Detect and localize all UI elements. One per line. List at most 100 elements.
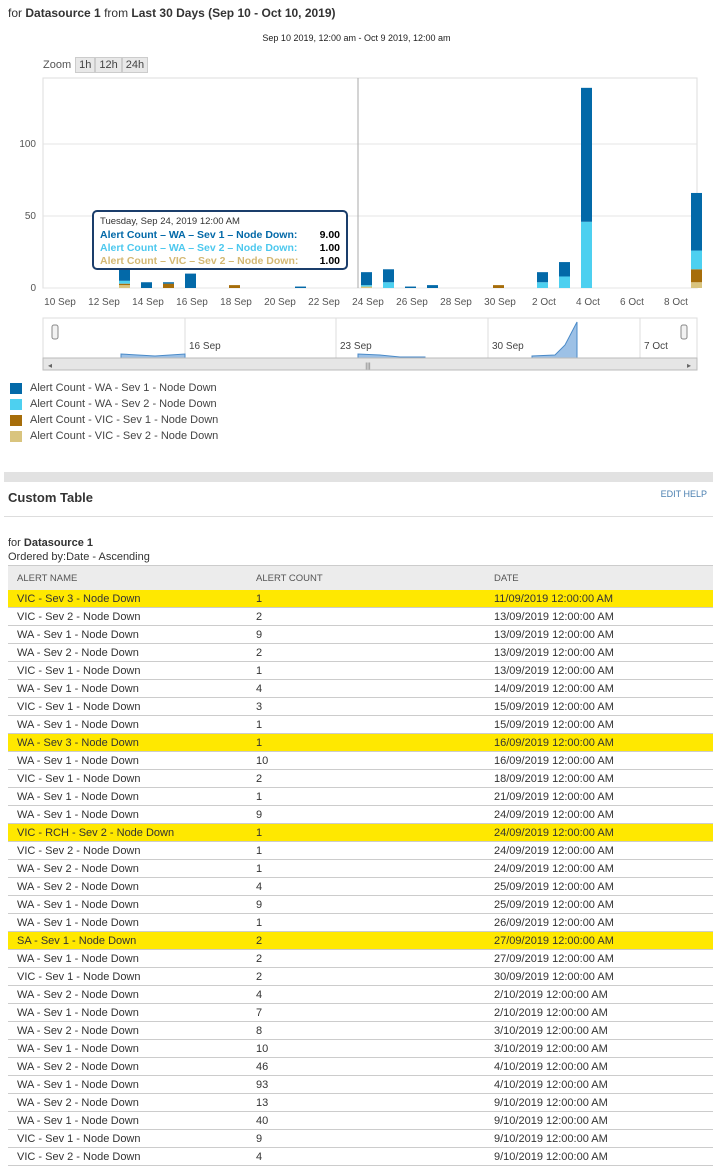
table-row: WA - Sev 2 - Node Down 1 24/09/2019 12:00:… xyxy=(8,859,713,878)
legend-item-wa-sev1[interactable]: Alert Count - WA - Sev 1 - Node Down xyxy=(10,380,218,396)
cell-date: 4/10/2019 12:00:00 AM xyxy=(485,1057,713,1076)
zoom-1h-button[interactable]: 1h xyxy=(75,57,96,73)
cell-alert-count: 9 xyxy=(247,895,485,914)
cell-alert-name: WA - Sev 2 - Node Down xyxy=(8,1021,247,1040)
table-row: VIC - Sev 1 - Node Down 2 18/09/2019 12:00… xyxy=(8,769,713,788)
bar-segment xyxy=(493,285,504,288)
cell-alert-name: WA - Sev 3 - Node Down xyxy=(8,733,247,752)
navigator-handle[interactable] xyxy=(51,324,59,340)
bar-segment xyxy=(581,221,592,288)
scrollbar-grip-icon: ||| xyxy=(365,363,371,370)
legend-item-vic-sev1[interactable]: Alert Count - VIC - Sev 1 - Node Down xyxy=(10,412,218,428)
chart-title: Sep 10 2019, 12:00 am - Oct 9 2019, 12:0… xyxy=(262,33,451,43)
bar-segment xyxy=(361,286,372,288)
cell-alert-name: WA - Sev 2 - Node Down xyxy=(8,859,247,878)
tooltip-label: Alert Count – VIC – Sev 2 – Node Down: xyxy=(100,255,299,267)
legend-item-wa-sev2[interactable]: Alert Count - WA - Sev 2 - Node Down xyxy=(10,396,218,412)
cell-alert-count: 2 xyxy=(247,769,485,788)
cell-date: 9/10/2019 12:00:00 AM xyxy=(485,1111,713,1130)
table-row: WA - Sev 1 - Node Down 1 21/09/2019 12:00:… xyxy=(8,787,713,806)
cell-alert-name: VIC - Sev 2 - Node Down xyxy=(8,607,247,626)
cell-alert-count: 1 xyxy=(247,733,485,752)
cell-alert-count: 4 xyxy=(247,877,485,896)
x-tick-label: 28 Sep xyxy=(440,297,472,308)
y-tick-label: 50 xyxy=(25,211,37,222)
cell-date: 15/09/2019 12:00:00 AM xyxy=(485,697,713,716)
cell-alert-name: VIC - Sev 1 - Node Down xyxy=(8,1129,247,1148)
zoom-controls: Zoom 1h 12h 24h xyxy=(43,57,149,73)
x-tick-label: 16 Sep xyxy=(176,297,208,308)
for-label: for xyxy=(8,537,21,549)
cell-date: 13/09/2019 12:00:00 AM xyxy=(485,607,713,626)
cell-alert-count: 2 xyxy=(247,643,485,662)
bar-segment xyxy=(163,282,174,284)
legend-label: Alert Count - VIC - Sev 1 - Node Down xyxy=(30,414,219,426)
table-row: WA - Sev 1 - Node Down 4 14/09/2019 12:00:… xyxy=(8,679,713,698)
bar-segment xyxy=(361,272,372,286)
cell-alert-count: 10 xyxy=(247,1039,485,1058)
cell-alert-count: 2 xyxy=(247,967,485,986)
cell-alert-count: 10 xyxy=(247,751,485,770)
cell-alert-name: VIC - Sev 2 - Node Down xyxy=(8,841,247,860)
y-tick-label: 100 xyxy=(19,139,36,150)
tooltip-title: Tuesday, Sep 24, 2019 12:00 AM xyxy=(100,216,240,227)
cell-date: 13/09/2019 12:00:00 AM xyxy=(485,661,713,680)
cell-date: 24/09/2019 12:00:00 AM xyxy=(485,823,713,842)
bar-segment xyxy=(581,87,592,222)
bar-segment xyxy=(229,285,240,288)
column-header-alert-name[interactable]: ALERT NAME xyxy=(8,565,247,590)
y-tick-label: 0 xyxy=(30,283,36,294)
navigator-handle[interactable] xyxy=(680,324,688,340)
cell-date: 9/10/2019 12:00:00 AM xyxy=(485,1093,713,1112)
bar-segment xyxy=(383,282,394,288)
x-tick-label: 26 Sep xyxy=(396,297,428,308)
from-label: from xyxy=(104,6,129,20)
scrollbar[interactable] xyxy=(42,357,698,371)
cell-alert-count: 4 xyxy=(247,985,485,1004)
cell-alert-count: 2 xyxy=(247,949,485,968)
table-row: WA - Sev 1 - Node Down 9 24/09/2019 12:00:… xyxy=(8,805,713,824)
cell-alert-count: 46 xyxy=(247,1057,485,1076)
column-header-date[interactable]: DATE xyxy=(485,565,713,590)
cell-date: 15/09/2019 12:00:00 AM xyxy=(485,715,713,734)
tooltip-row: Alert Count – WA – Sev 1 – Node Down: 9.0… xyxy=(100,229,340,242)
edit-link[interactable]: EDIT xyxy=(660,489,681,499)
cell-alert-name: WA - Sev 1 - Node Down xyxy=(8,751,247,770)
cell-alert-name: WA - Sev 1 - Node Down xyxy=(8,895,247,914)
x-tick-label: 10 Sep xyxy=(44,297,76,308)
cell-date: 27/09/2019 12:00:00 AM xyxy=(485,931,713,950)
cell-alert-name: WA - Sev 1 - Node Down xyxy=(8,1003,247,1022)
cell-alert-name: WA - Sev 1 - Node Down xyxy=(8,1039,247,1058)
cell-alert-name: WA - Sev 2 - Node Down xyxy=(8,1057,247,1076)
report-subtitle: for Datasource 1 from Last 30 Days (Sep … xyxy=(8,6,336,20)
cell-alert-name: WA - Sev 1 - Node Down xyxy=(8,913,247,932)
x-tick-label: 22 Sep xyxy=(308,297,340,308)
legend-swatch xyxy=(10,414,22,426)
cell-alert-name: WA - Sev 1 - Node Down xyxy=(8,787,247,806)
divider xyxy=(4,516,713,517)
cell-date: 13/09/2019 12:00:00 AM xyxy=(485,643,713,662)
legend-swatch xyxy=(10,430,22,442)
column-header-alert-count[interactable]: ALERT COUNT xyxy=(247,565,485,590)
cell-alert-name: VIC - Sev 3 - Node Down xyxy=(8,590,247,608)
x-tick-label: 14 Sep xyxy=(132,297,164,308)
legend-item-vic-sev2[interactable]: Alert Count - VIC - Sev 2 - Node Down xyxy=(10,428,218,444)
cell-alert-count: 4 xyxy=(247,1147,485,1166)
table-row: WA - Sev 1 - Node Down 10 16/09/2019 12:00… xyxy=(8,751,713,770)
cell-alert-name: WA - Sev 2 - Node Down xyxy=(8,1093,247,1112)
zoom-24h-button[interactable]: 24h xyxy=(121,57,149,73)
bar-segment xyxy=(691,250,702,270)
cell-alert-name: WA - Sev 1 - Node Down xyxy=(8,1075,247,1094)
cell-date: 24/09/2019 12:00:00 AM xyxy=(485,805,713,824)
cell-alert-name: WA - Sev 2 - Node Down xyxy=(8,877,247,896)
chart-tooltip: Tuesday, Sep 24, 2019 12:00 AM Alert Cou… xyxy=(92,210,348,270)
zoom-12h-button[interactable]: 12h xyxy=(95,57,122,73)
navigator-label: 7 Oct xyxy=(644,341,668,352)
section-divider xyxy=(4,472,713,482)
table-row: VIC - Sev 1 - Node Down 3 15/09/2019 12:00… xyxy=(8,697,713,716)
table-row: WA - Sev 1 - Node Down 93 4/10/2019 12:00:… xyxy=(8,1075,713,1094)
x-tick-label: 2 Oct xyxy=(532,297,556,308)
table-row: WA - Sev 3 - Node Down 1 16/09/2019 12:00:… xyxy=(8,733,713,752)
help-link[interactable]: HELP xyxy=(683,489,707,499)
tooltip-row: Alert Count – WA – Sev 2 – Node Down: 1.0… xyxy=(100,242,340,255)
